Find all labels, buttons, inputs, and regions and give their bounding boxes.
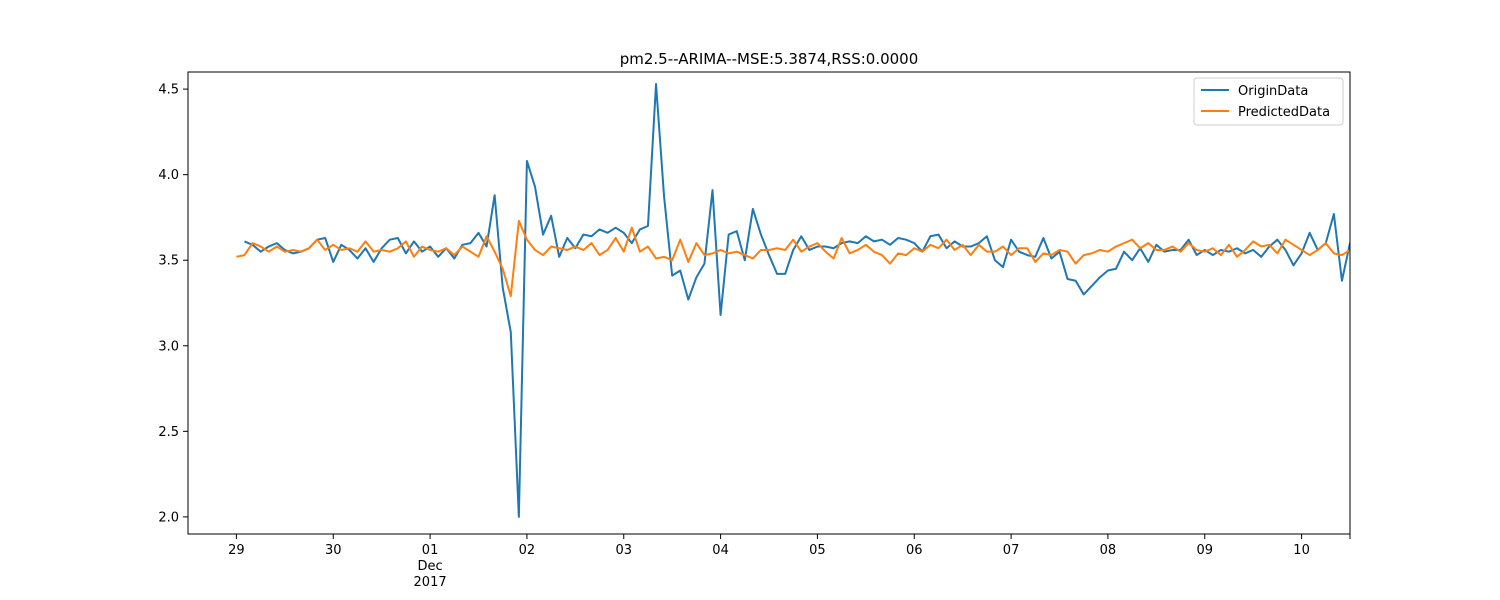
x-tick-label: 02 [519, 543, 536, 558]
x-tick-label: 30 [325, 543, 342, 558]
plot-area [187, 71, 1351, 535]
y-tick-label: 2.0 [158, 510, 179, 525]
series-line-1 [236, 219, 1350, 298]
y-tick-label: 2.5 [158, 425, 179, 440]
x-tick-label: 06 [906, 543, 923, 558]
x-tick-label: 01 [422, 543, 439, 558]
legend-frame [1193, 77, 1344, 126]
x-tick-label: 05 [809, 543, 826, 558]
chart-title: pm2.5--ARIMA--MSE:5.3874,RSS:0.0000 [620, 50, 919, 68]
y-tick-label: 3.0 [158, 339, 179, 354]
legend-label-predicted: PredictedData [1238, 105, 1330, 120]
x-tick-label: 07 [1003, 543, 1020, 558]
y-axis: 2.0 2.5 3.0 3.5 4.0 4.5 [158, 83, 188, 525]
series-layer [236, 82, 1350, 518]
x-tick-label: 08 [1100, 543, 1117, 558]
x-tick-label: 10 [1293, 543, 1310, 558]
x-tick-label: 2017 [414, 575, 447, 590]
x-tick-label: 04 [712, 543, 729, 558]
series-line-0 [244, 82, 1350, 518]
x-tick-label: 03 [615, 543, 632, 558]
y-tick-label: 4.0 [158, 168, 179, 183]
legend: OriginData PredictedData [1193, 77, 1344, 126]
legend-label-origin: OriginData [1238, 84, 1308, 99]
y-tick-label: 4.5 [158, 83, 179, 98]
x-tick-label: 09 [1196, 543, 1213, 558]
plot-frame [187, 71, 1351, 535]
x-tick-label: Dec [418, 559, 443, 574]
x-tick-label: 29 [228, 543, 245, 558]
y-tick-label: 3.5 [158, 254, 179, 269]
